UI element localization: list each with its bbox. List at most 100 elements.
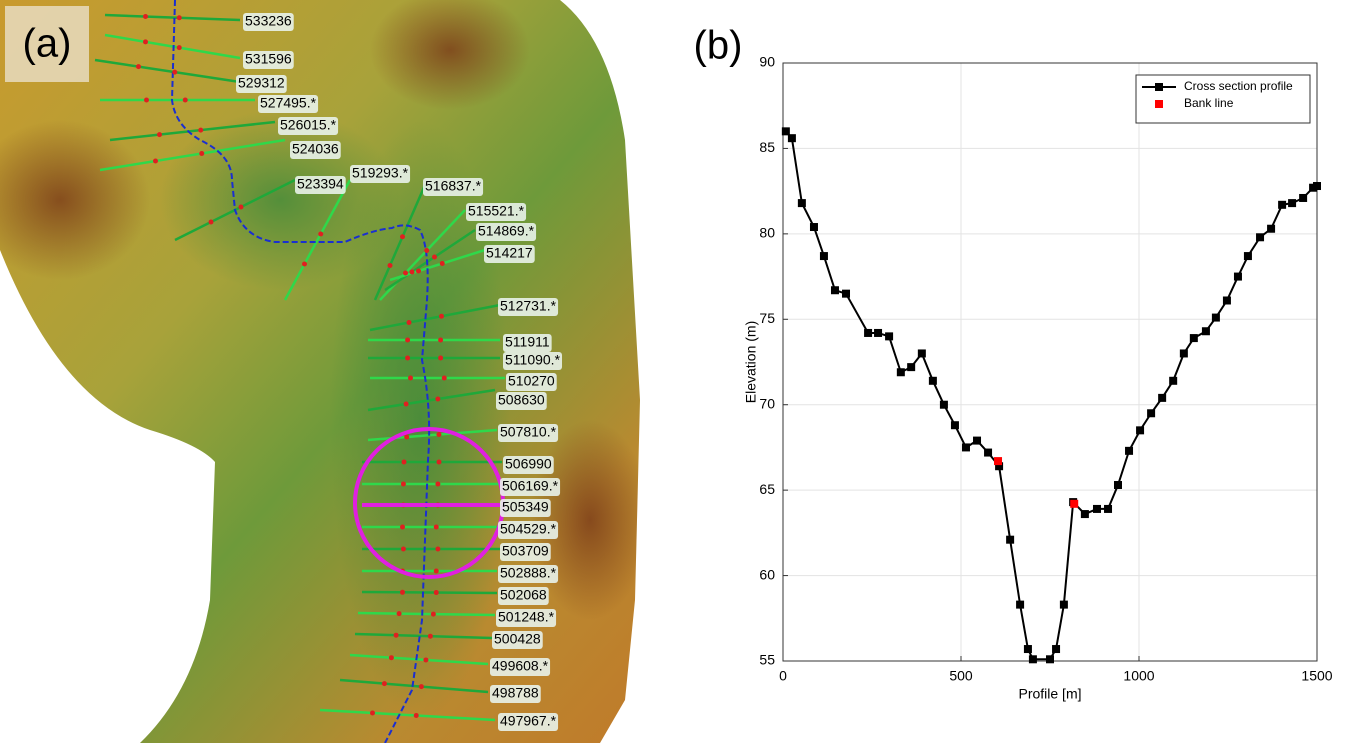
section-label: 510270 [508, 373, 555, 389]
point-marker [820, 252, 828, 260]
point-marker [1081, 510, 1089, 518]
bank-point [405, 338, 410, 343]
point-marker [810, 223, 818, 231]
y-tick-label: 65 [759, 481, 775, 497]
bank-point [435, 547, 440, 552]
bank-point [177, 15, 182, 20]
section-label: 507810.* [500, 424, 557, 440]
section-label: 499608.* [492, 658, 549, 674]
bank-point [408, 376, 413, 381]
bank-point [404, 402, 409, 407]
section-label: 524036 [292, 141, 339, 157]
bank-point [419, 684, 424, 689]
point-marker [1024, 645, 1032, 653]
y-tick-label: 55 [759, 652, 775, 668]
chart-panel: (b) Profile [m] Elevation (m) 5560657075… [694, 24, 1333, 702]
section-label: 515521.* [468, 203, 525, 219]
bank-point [402, 460, 407, 465]
section-label: 516837.* [425, 178, 482, 194]
section-label: 502068 [500, 587, 547, 603]
bank-point [434, 590, 439, 595]
point-marker [897, 368, 905, 376]
x-tick-label: 0 [779, 668, 787, 684]
section-label: 531596 [245, 51, 292, 67]
point-marker [1212, 314, 1220, 322]
bank-point [400, 590, 405, 595]
legend-label: Cross section profile [1184, 79, 1293, 93]
bank-point [400, 525, 405, 530]
point-marker [984, 449, 992, 457]
point-marker [994, 457, 1002, 465]
section-label: 523394 [297, 176, 344, 192]
point-marker [1234, 273, 1242, 281]
bank-point [136, 64, 141, 69]
bank-point [397, 611, 402, 616]
point-marker [1029, 655, 1037, 663]
point-marker [874, 329, 882, 337]
point-marker [1299, 194, 1307, 202]
bank-point [172, 70, 177, 75]
bank-point [183, 98, 188, 103]
point-marker [951, 421, 959, 429]
bank-point [401, 547, 406, 552]
cross-section [362, 592, 497, 593]
y-tick-label: 85 [759, 139, 775, 155]
bank-point [143, 14, 148, 19]
bank-point [431, 612, 436, 617]
section-label: 527495.* [260, 95, 317, 111]
panel-label: (b) [694, 24, 743, 68]
bank-point [400, 234, 405, 239]
point-marker [929, 377, 937, 385]
bank-point [438, 338, 443, 343]
section-label: 514217 [486, 245, 533, 261]
legend-marker [1155, 100, 1163, 108]
bank-point [382, 681, 387, 686]
bank-point [435, 482, 440, 487]
point-marker [973, 437, 981, 445]
bank-point [440, 261, 445, 266]
bank-point [144, 98, 149, 103]
section-label: 502888.* [500, 565, 557, 581]
bank-point [434, 525, 439, 530]
bank-point [199, 151, 204, 156]
point-marker [940, 401, 948, 409]
section-label: 497967.* [500, 713, 557, 729]
point-marker [1147, 409, 1155, 417]
x-axis-label: Profile [m] [1018, 686, 1081, 702]
point-marker [1190, 334, 1198, 342]
point-marker [918, 349, 926, 357]
point-marker [1046, 655, 1054, 663]
point-marker [1244, 252, 1252, 260]
point-marker [831, 286, 839, 294]
point-marker [1313, 182, 1321, 190]
bank-point [177, 45, 182, 50]
point-marker [798, 199, 806, 207]
x-tick-label: 1000 [1123, 668, 1154, 684]
point-marker [1114, 481, 1122, 489]
bank-point [318, 232, 323, 237]
bank-point [428, 634, 433, 639]
point-marker [1104, 505, 1112, 513]
bank-point [157, 132, 162, 137]
point-marker [885, 332, 893, 340]
bank-point [434, 569, 439, 574]
section-label: 533236 [245, 13, 292, 29]
bank-point [437, 460, 442, 465]
point-marker [1136, 426, 1144, 434]
section-label: 505349 [502, 499, 549, 515]
bank-point [423, 657, 428, 662]
bank-point [435, 397, 440, 402]
point-marker [842, 290, 850, 298]
point-marker [1052, 645, 1060, 653]
legend-marker [1155, 83, 1163, 91]
terrain [0, 0, 640, 743]
point-marker [962, 443, 970, 451]
point-marker [864, 329, 872, 337]
bank-point [209, 220, 214, 225]
bank-point [405, 356, 410, 361]
x-tick-label: 500 [949, 668, 973, 684]
point-marker [788, 134, 796, 142]
section-label: 501248.* [498, 609, 555, 625]
point-marker [1169, 377, 1177, 385]
section-label: 511090.* [505, 352, 561, 368]
